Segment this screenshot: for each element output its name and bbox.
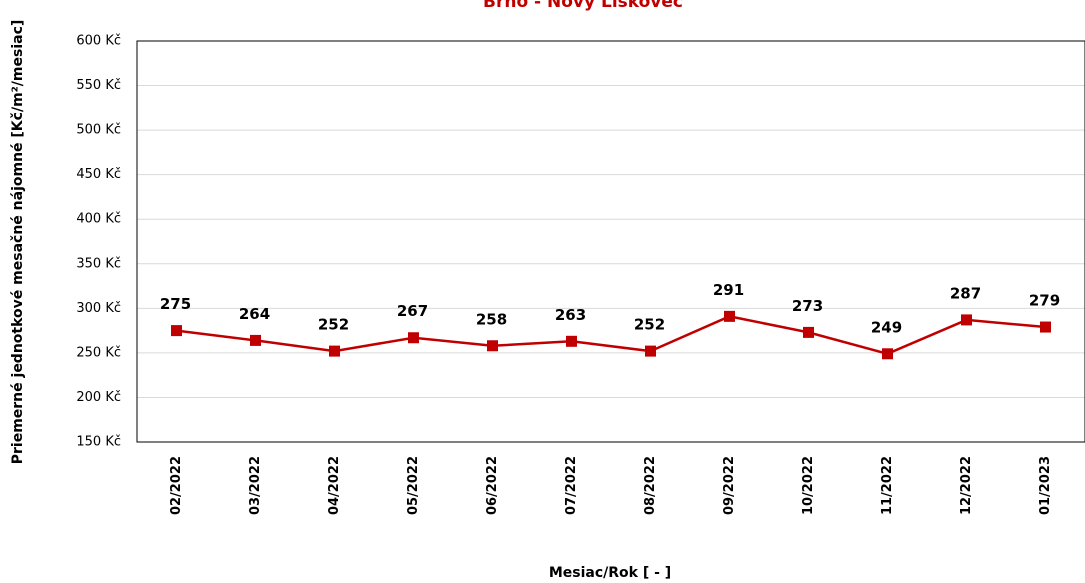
y-tick-label: 200 Kč	[76, 390, 121, 405]
data-label: 263	[555, 306, 586, 324]
x-tick-label: 06/2022	[485, 456, 500, 515]
y-tick-label: 500 Kč	[76, 123, 121, 138]
marker	[487, 340, 498, 352]
y-tick-label: 400 Kč	[76, 212, 121, 227]
data-label: 287	[950, 284, 981, 302]
chart-title: Brno - Nový Lískovec	[483, 0, 683, 12]
marker	[645, 345, 656, 357]
data-label: 267	[397, 302, 428, 320]
data-label: 258	[476, 310, 507, 328]
marker	[171, 325, 182, 337]
data-label: 291	[713, 281, 744, 299]
data-label: 273	[792, 297, 823, 315]
x-tick-label: 08/2022	[643, 456, 658, 515]
data-label: 252	[318, 316, 349, 334]
x-tick-label: 03/2022	[248, 456, 263, 515]
y-tick-label: 350 Kč	[76, 256, 121, 271]
x-tick-label: 05/2022	[406, 456, 421, 515]
y-tick-label: 150 Kč	[76, 435, 121, 450]
x-tick-label: 02/2022	[169, 456, 184, 515]
plot-border	[136, 40, 1085, 443]
y-tick-label: 600 Kč	[76, 34, 121, 49]
y-axis-title: Priemerné jednotkové mesačné nájomné [Kč…	[10, 20, 26, 465]
x-tick-label: 09/2022	[722, 456, 737, 515]
data-label: 279	[1029, 292, 1060, 310]
data-label: 252	[634, 316, 665, 334]
x-axis-title: Mesiac/Rok [ - ]	[549, 565, 671, 581]
y-tick-label: 250 Kč	[76, 345, 121, 360]
x-tick-label: 07/2022	[564, 456, 579, 515]
x-tick-label: 12/2022	[959, 456, 974, 515]
x-tick-label: 04/2022	[327, 456, 342, 515]
data-label: 264	[239, 305, 270, 323]
x-tick-label: 10/2022	[801, 456, 816, 515]
x-tick-label: 11/2022	[880, 456, 895, 515]
data-label: 249	[871, 318, 902, 336]
marker	[882, 348, 893, 360]
y-tick-label: 300 Kč	[76, 301, 121, 316]
series-line	[176, 315, 1046, 356]
marker	[1040, 321, 1051, 333]
marker	[329, 345, 340, 357]
marker	[803, 326, 814, 338]
marker	[961, 314, 972, 326]
y-tick-label: 450 Kč	[76, 167, 121, 182]
marker	[566, 335, 577, 347]
marker	[250, 334, 261, 346]
x-tick-label: 01/2023	[1038, 456, 1053, 515]
y-tick-label: 550 Kč	[76, 78, 121, 93]
marker	[724, 310, 735, 322]
data-label: 275	[160, 295, 191, 313]
marker	[408, 332, 419, 344]
